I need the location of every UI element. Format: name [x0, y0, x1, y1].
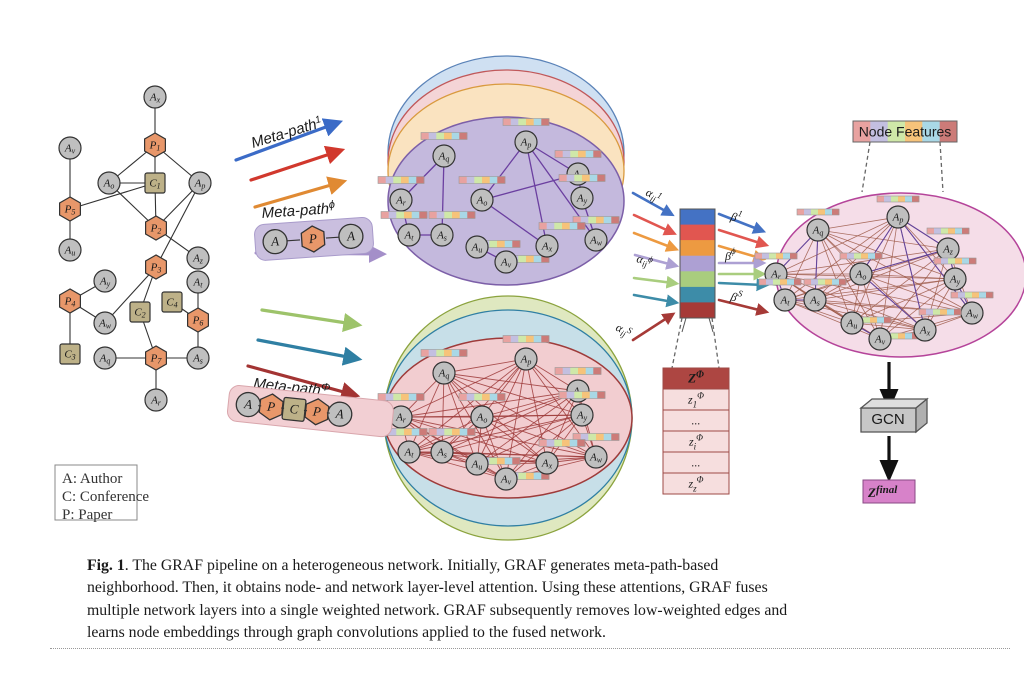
svg-text:P: P: [265, 398, 276, 414]
svg-text:A: A: [270, 233, 280, 249]
svg-text:A: Author: A: Author: [62, 471, 122, 487]
svg-text:...: ...: [692, 456, 701, 470]
svg-text:P: Paper: P: Paper: [62, 507, 112, 523]
svg-text:...: ...: [692, 414, 701, 428]
svg-text:A: A: [243, 396, 254, 412]
svg-text:P: P: [311, 403, 322, 419]
svg-text:P: P: [307, 231, 317, 247]
svg-text:Node Features: Node Features: [859, 124, 952, 140]
svg-text:A: A: [334, 406, 345, 422]
svg-text:C: Conference: C: Conference: [62, 489, 149, 505]
svg-text:GCN: GCN: [871, 411, 904, 428]
svg-text:A: A: [345, 228, 355, 244]
